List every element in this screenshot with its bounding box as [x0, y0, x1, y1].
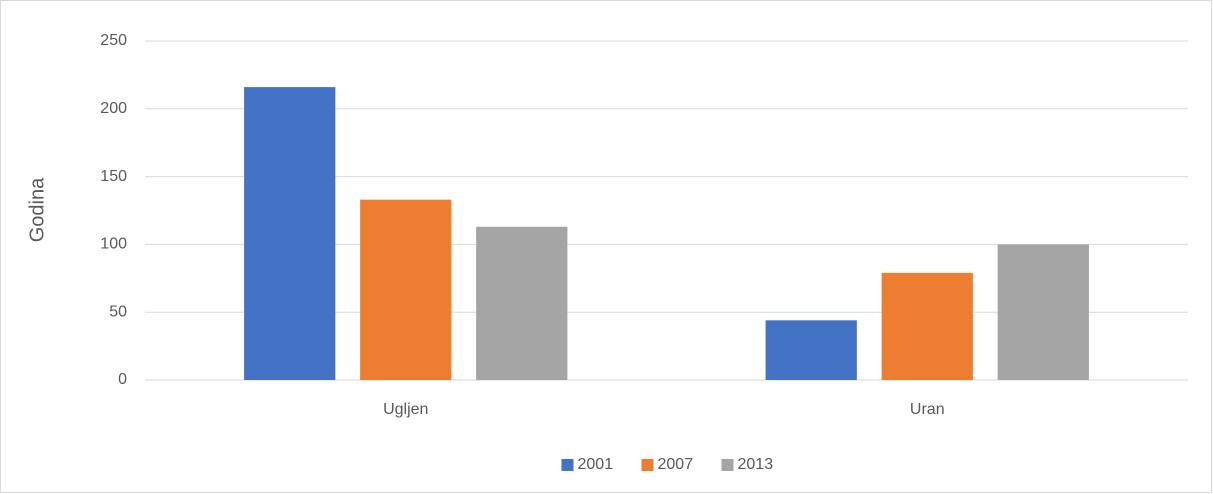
legend-label: 2001: [578, 456, 614, 473]
legend-label: 2013: [738, 456, 774, 473]
bar: [476, 226, 568, 380]
x-tick-label: Ugljen: [383, 401, 428, 418]
y-tick-label: 150: [100, 168, 127, 185]
legend-swatch: [721, 459, 734, 471]
legend-swatch: [561, 459, 574, 471]
bar: [881, 272, 973, 380]
legend-swatch: [641, 459, 654, 471]
bar: [997, 244, 1089, 380]
bar: [765, 320, 857, 380]
legend-label: 2007: [658, 456, 694, 473]
y-tick-label: 250: [100, 32, 127, 49]
bar: [360, 199, 452, 380]
y-tick-label: 200: [100, 100, 127, 117]
y-tick-label: 50: [109, 303, 127, 320]
bar: [244, 87, 336, 380]
y-tick-label: 100: [100, 236, 127, 253]
y-tick-label: 0: [118, 371, 127, 388]
x-tick-label: Uran: [910, 401, 945, 418]
y-axis-label: Godina: [26, 177, 48, 242]
